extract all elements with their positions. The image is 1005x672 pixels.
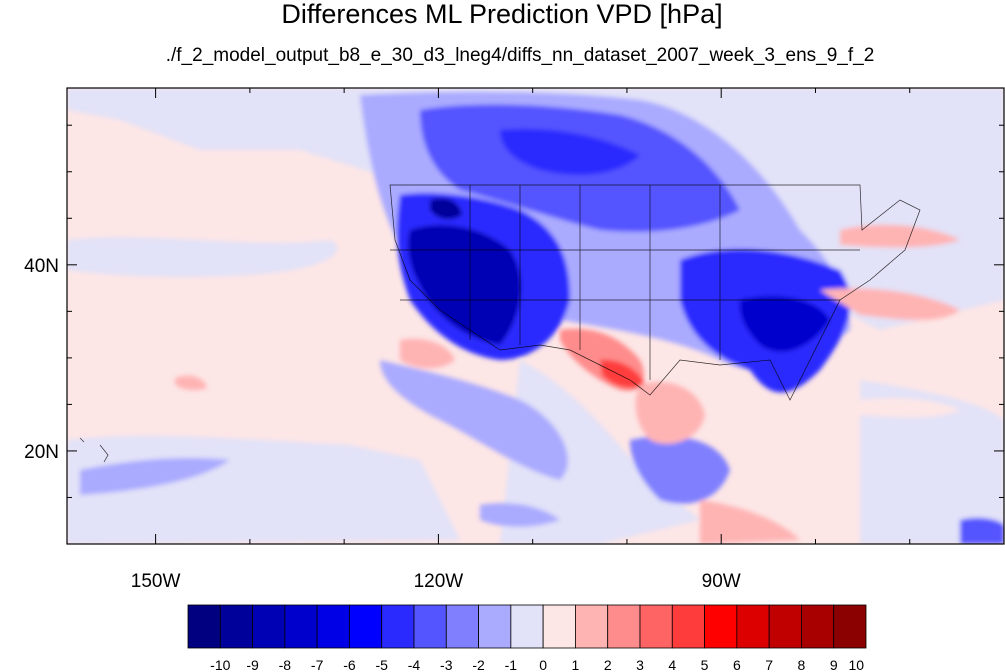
chart-subtitle: ./f_2_model_output_b8_e_30_d3_lneg4/diff… [166, 45, 875, 66]
colorbar-label: 3 [636, 657, 644, 672]
colorbar-swatch [381, 604, 415, 649]
colorbar-swatch [736, 604, 770, 649]
colorbar-swatch [575, 604, 609, 649]
colorbar-label: 7 [765, 657, 773, 672]
colorbar-label: -2 [472, 657, 485, 672]
colorbar-swatch [510, 604, 544, 649]
x-tick-label: 90W [702, 571, 741, 592]
y-tick-label: 20N [24, 442, 59, 463]
colorbar: -10 -9 -8 -7 -6 -5 -4 -3 -2 -1 0 1 2 3 4 5 6 7 8 9 10 [187, 604, 867, 672]
colorbar-swatch [316, 604, 350, 649]
colorbar-swatch [639, 604, 673, 649]
colorbar-swatch [445, 604, 479, 649]
colorbar-label: 5 [701, 657, 709, 672]
colorbar-label: 2 [604, 657, 612, 672]
colorbar-label: -6 [343, 657, 356, 672]
x-tick-label: 120W [414, 571, 464, 592]
x-axis: 150W 120W 90W [131, 88, 1005, 592]
colorbar-swatch [542, 604, 576, 649]
x-tick-label: 150W [131, 571, 181, 592]
colorbar-swatch [219, 604, 253, 649]
colorbar-label: -4 [408, 657, 421, 672]
colorbar-label: -5 [375, 657, 388, 672]
colorbar-label: 8 [798, 657, 806, 672]
colorbar-label: -3 [440, 657, 453, 672]
colorbar-swatch [671, 604, 705, 649]
colorbar-swatch [413, 604, 447, 649]
colorbar-swatch [607, 604, 641, 649]
map-frame [66, 87, 1005, 545]
colorbar-label: 10 [849, 657, 865, 672]
y-axis: 40N 20N [24, 124, 1004, 545]
colorbar-label: 4 [668, 657, 676, 672]
colorbar-label: -7 [311, 657, 324, 672]
colorbar-label: -8 [279, 657, 292, 672]
colorbar-swatch [349, 604, 383, 649]
colorbar-label: -9 [246, 657, 259, 672]
colorbar-swatch [187, 604, 221, 649]
colorbar-label: 1 [572, 657, 580, 672]
colorbar-swatch [768, 604, 802, 649]
colorbar-swatch [704, 604, 738, 649]
colorbar-label: -10 [210, 657, 230, 672]
colorbar-label: 9 [830, 657, 838, 672]
colorbar-swatch [284, 604, 318, 649]
map-field [67, 88, 1004, 544]
y-tick-label: 40N [24, 256, 59, 277]
colorbar-swatch [252, 604, 286, 649]
chart-title: Differences ML Prediction VPD [hPa] [281, 0, 722, 29]
colorbar-swatch [478, 604, 512, 649]
colorbar-label: 0 [539, 657, 547, 672]
colorbar-label: -1 [505, 657, 518, 672]
colorbar-swatch [833, 604, 867, 649]
colorbar-label: 6 [733, 657, 741, 672]
colorbar-swatch [801, 604, 835, 649]
